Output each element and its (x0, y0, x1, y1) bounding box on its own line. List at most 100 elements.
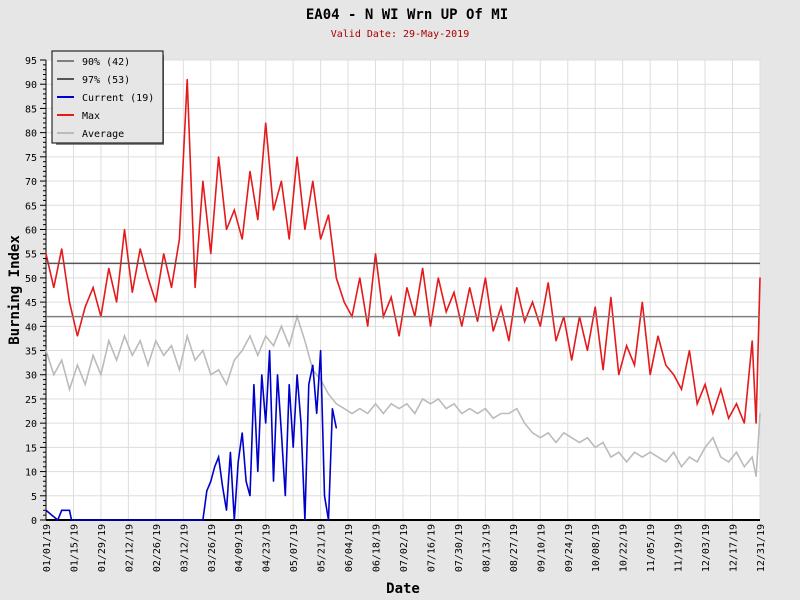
series-average-point (288, 345, 290, 347)
series-max-point (225, 228, 228, 231)
series-average-point (720, 456, 722, 458)
series-current-point (233, 519, 235, 521)
series-average-point (586, 437, 588, 439)
series-average-point (123, 335, 126, 337)
series-average-point (414, 412, 416, 415)
series-current-point (210, 480, 212, 482)
series-average-point (210, 374, 212, 376)
series-max-point (312, 180, 314, 182)
series-average-point (633, 451, 636, 453)
series-max-point (500, 306, 502, 308)
series-max-point (594, 306, 596, 308)
series-current-point (276, 374, 279, 376)
series-average-point (649, 451, 651, 453)
x-tick-label: 01/15/19 (69, 524, 80, 572)
series-average-point (343, 408, 345, 410)
series-current-point (312, 364, 314, 366)
x-tick-label: 08/13/19 (481, 524, 492, 572)
x-tick-label: 09/24/19 (564, 524, 575, 572)
series-current-point (323, 495, 326, 497)
series-max-point (194, 286, 196, 289)
series-current-point (272, 480, 275, 482)
y-tick-label: 5 (31, 492, 37, 503)
series-average-point (712, 437, 714, 439)
series-max-point (469, 286, 471, 289)
x-tick-label: 06/18/19 (372, 524, 383, 572)
series-average-point (539, 437, 541, 439)
x-tick-label: 04/23/19 (262, 524, 273, 572)
series-average-point (759, 412, 761, 415)
series-max-point (335, 277, 337, 279)
series-max-point (610, 296, 612, 298)
y-tick-label: 70 (25, 177, 37, 188)
series-average-point (225, 383, 228, 386)
series-max-point (147, 277, 149, 279)
series-max-point (751, 340, 753, 342)
series-max-point (218, 156, 220, 158)
y-tick-label: 40 (25, 322, 37, 333)
x-tick-label: 01/01/19 (42, 524, 53, 572)
y-tick-label: 75 (25, 153, 37, 164)
series-current-point (241, 432, 243, 434)
series-current-point (331, 408, 333, 410)
series-average-point (673, 451, 675, 453)
series-average-point (233, 359, 235, 361)
series-average-point (68, 388, 71, 390)
series-max-point (257, 219, 259, 221)
series-max-point (155, 301, 157, 303)
legend-label: Max (82, 111, 100, 122)
series-max-point (755, 422, 757, 424)
series-max-point (524, 320, 526, 323)
series-average-point (374, 403, 377, 405)
series-current-point (300, 422, 302, 424)
series-max-point (437, 277, 439, 279)
series-max-point (445, 311, 447, 313)
series-average-point (641, 456, 643, 458)
series-max-point (618, 374, 620, 376)
legend-label: Current (19) (82, 93, 154, 104)
series-current-point (51, 514, 53, 516)
series-max-point (453, 291, 455, 294)
series-current-point (280, 432, 282, 434)
series-average-point (422, 398, 424, 400)
y-tick-label: 0 (31, 516, 37, 527)
series-max-point (571, 359, 573, 361)
series-average-point (524, 422, 526, 424)
series-average-point (469, 408, 471, 410)
x-tick-label: 11/19/19 (674, 524, 685, 572)
series-average-point (437, 398, 439, 400)
x-tick-label: 08/27/19 (509, 524, 520, 572)
series-max-point (131, 291, 133, 294)
series-current-point (202, 519, 204, 521)
series-current-point (335, 427, 337, 429)
series-current-point (327, 519, 330, 521)
series-average-point (476, 412, 479, 415)
series-current-point (61, 509, 63, 511)
x-tick-label: 01/29/19 (97, 524, 108, 572)
y-axis-label: Burning Index (7, 235, 23, 345)
series-current-point (265, 422, 267, 424)
series-average-point (280, 325, 282, 327)
series-average-point (429, 403, 432, 405)
series-max-point (210, 253, 212, 255)
x-tick-label: 03/12/19 (179, 524, 190, 572)
series-current-point (296, 374, 298, 376)
series-average-point (453, 403, 455, 405)
series-average-point (45, 349, 47, 352)
series-group (45, 78, 761, 522)
series-max-point (406, 286, 408, 289)
series-current-point (316, 412, 318, 415)
x-tick-label: 12/17/19 (729, 524, 740, 572)
series-average-point (508, 412, 510, 415)
legend-label: 90% (42) (82, 57, 130, 68)
series-max-point (76, 335, 78, 337)
series-max-point (116, 301, 118, 303)
series-max-point (422, 267, 424, 269)
series-max-point (320, 238, 322, 240)
series-average-point (186, 335, 188, 337)
series-max-point (241, 238, 243, 240)
series-max-point (233, 209, 235, 211)
series-max-point (696, 403, 698, 405)
series-max-point (272, 209, 275, 211)
series-max-point (45, 253, 47, 255)
